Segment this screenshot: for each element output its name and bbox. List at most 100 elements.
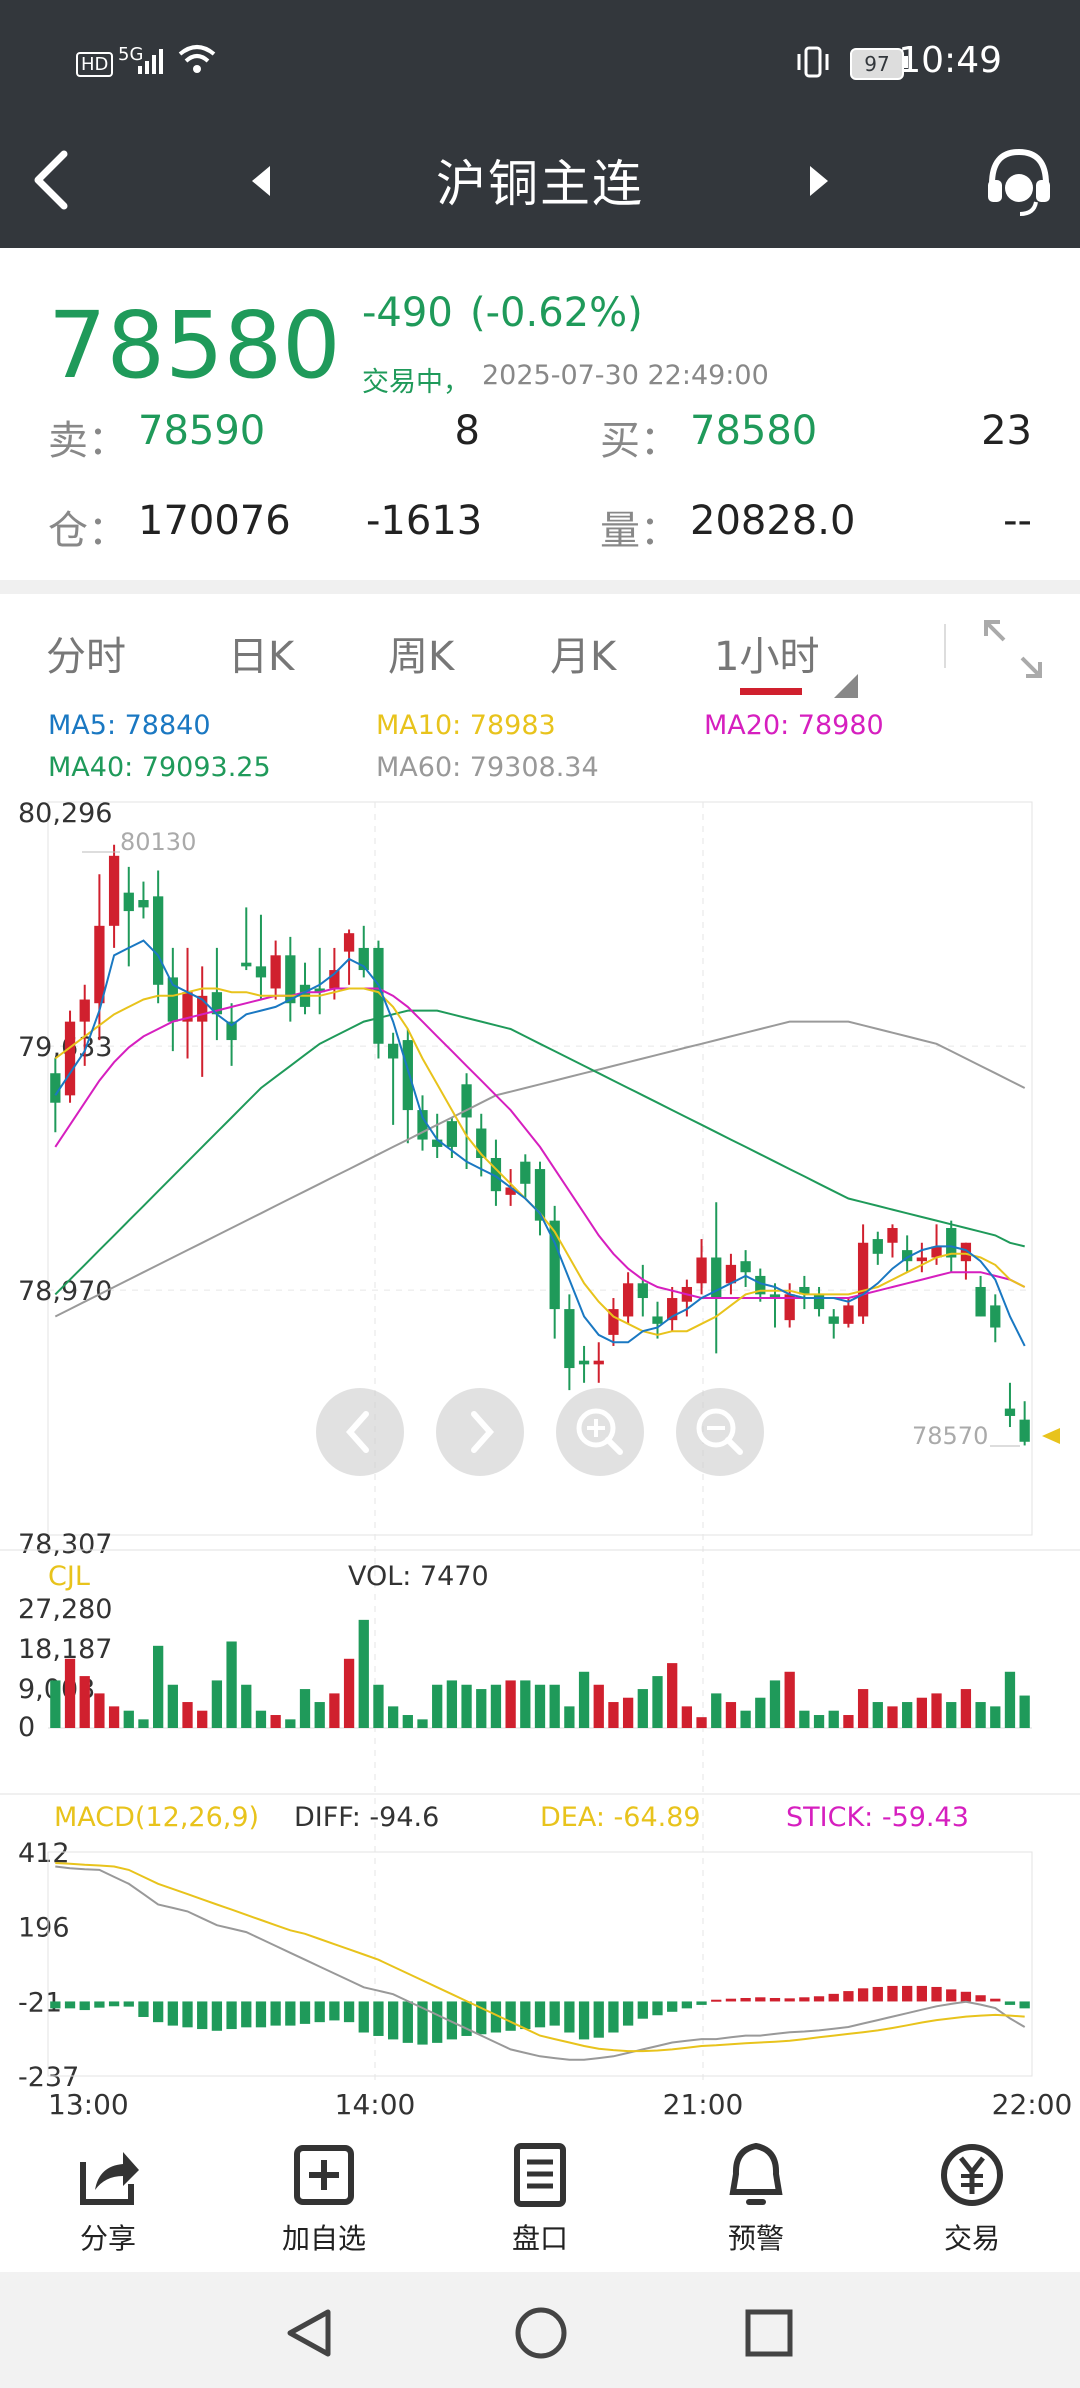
candle-body xyxy=(652,1316,663,1324)
page-title: 沪铜主连 xyxy=(436,155,644,213)
macd-bar xyxy=(197,2001,208,2030)
macd-bar xyxy=(446,2001,458,2040)
volume-bar xyxy=(1019,1695,1030,1728)
macd-bar xyxy=(167,2001,178,2026)
fullscreen-icon[interactable] xyxy=(980,616,1046,682)
macd-bar xyxy=(960,1991,972,2002)
hd-icon: HD xyxy=(76,52,114,77)
volume-bar xyxy=(387,1706,399,1728)
tab-intraday[interactable]: 分时 xyxy=(46,634,126,680)
order-book-button[interactable]: 盘口 xyxy=(460,2140,620,2257)
more-periods-icon[interactable] xyxy=(834,674,858,698)
buy-label: 买： xyxy=(600,418,680,464)
candle-body xyxy=(975,1286,986,1317)
macd-y-label: -237 xyxy=(18,2062,79,2093)
quote-panel: 78580 -490 (-0.62%) 交易中， 2025-07-30 22:4… xyxy=(0,248,1080,578)
trade-button[interactable]: 交易 xyxy=(892,2140,1052,2257)
candle-body xyxy=(123,892,134,912)
volume-bar xyxy=(402,1715,413,1728)
low-price-marker: 78570 xyxy=(912,1422,988,1450)
volume-bar xyxy=(123,1710,134,1728)
macd-bar xyxy=(828,1993,839,2002)
add-favorite-label: 加自选 xyxy=(281,2222,366,2255)
back-icon[interactable] xyxy=(28,148,72,212)
candle-body xyxy=(490,1157,502,1192)
volume-bar xyxy=(153,1645,164,1728)
macd-bar xyxy=(813,1996,825,2002)
macd-stick-label: STICK: -59.43 xyxy=(786,1802,969,1833)
candle-body xyxy=(182,992,193,1022)
volume-bar xyxy=(857,1689,869,1728)
customer-service-icon[interactable] xyxy=(984,144,1054,220)
candle-body xyxy=(402,1040,413,1111)
kline-chart-area[interactable]: 80,29679,63378,97078,3078013078570CJLVOL… xyxy=(0,780,1080,2120)
network-icon: 5G xyxy=(118,44,144,65)
next-contract-icon[interactable] xyxy=(806,164,832,198)
volume-bar xyxy=(270,1715,281,1728)
volume-bar xyxy=(637,1689,648,1728)
macd-bar xyxy=(476,2001,487,2035)
trading-status: 交易中， xyxy=(362,367,470,398)
candle-body xyxy=(329,970,340,989)
macd-bar xyxy=(79,2001,90,2011)
macd-bar xyxy=(740,1997,751,2002)
volume-bar xyxy=(813,1715,825,1728)
volume-bar xyxy=(564,1706,575,1728)
system-back-icon[interactable] xyxy=(284,2308,334,2358)
volume-bar xyxy=(520,1680,531,1728)
scroll-left-button[interactable] xyxy=(316,1388,404,1476)
macd-bar xyxy=(990,1998,1001,2002)
macd-y-label: 412 xyxy=(18,1838,70,1869)
candle-body xyxy=(1019,1419,1030,1442)
wifi-icon xyxy=(178,45,216,73)
zoom-in-button[interactable] xyxy=(556,1388,644,1476)
bottom-nav: 分享 加自选 盘口 预警 交易 xyxy=(0,2120,1080,2270)
macd-bar xyxy=(270,2001,281,2026)
candle-body xyxy=(622,1283,634,1317)
volume-bar xyxy=(681,1706,693,1728)
candle-body xyxy=(578,1360,590,1365)
volume-bar xyxy=(108,1706,120,1728)
candle-body xyxy=(94,925,105,1004)
volume-bar xyxy=(285,1719,296,1728)
macd-bar xyxy=(123,2001,134,2007)
chevron-left-icon xyxy=(345,1411,369,1453)
tab-daily-k[interactable]: 日K xyxy=(228,634,295,680)
system-home-icon[interactable] xyxy=(514,2306,568,2360)
alert-button[interactable]: 预警 xyxy=(676,2140,836,2257)
volume-bar xyxy=(1004,1671,1016,1728)
order-book-label: 盘口 xyxy=(511,2222,568,2255)
candle-body xyxy=(564,1309,575,1369)
ma60-label: MA60: 79308.34 xyxy=(376,752,599,783)
prev-contract-icon[interactable] xyxy=(248,164,274,198)
macd-bar xyxy=(681,2001,693,2009)
add-favorite-button[interactable]: 加自选 xyxy=(244,2140,404,2257)
candle-body xyxy=(799,1286,810,1295)
macd-bar xyxy=(211,2001,223,2031)
volume-bar xyxy=(197,1710,208,1728)
price-change: -490 xyxy=(362,290,453,336)
macd-bar xyxy=(534,2001,546,2028)
tab-weekly-k[interactable]: 周K xyxy=(388,634,455,680)
kline-frame xyxy=(47,801,1033,1536)
macd-bar xyxy=(549,2001,560,2026)
ma5-line xyxy=(54,939,1026,1347)
macd-bar xyxy=(799,1997,810,2002)
macd-bar xyxy=(402,2001,413,2043)
volume-bar xyxy=(299,1689,311,1728)
candle-body xyxy=(343,933,355,952)
share-icon xyxy=(80,2152,139,2205)
current-price-arrow xyxy=(1042,1428,1060,1444)
volume-bar xyxy=(549,1684,560,1728)
share-button[interactable]: 分享 xyxy=(28,2140,188,2257)
ma10-label: MA10: 78983 xyxy=(376,710,556,741)
system-recents-icon[interactable] xyxy=(744,2308,794,2358)
candle-body xyxy=(358,947,369,971)
candle-body xyxy=(637,1283,648,1299)
candle-body xyxy=(946,1228,957,1258)
scroll-right-button[interactable] xyxy=(436,1388,524,1476)
tab-1-hour[interactable]: 1小时 xyxy=(714,634,820,680)
volume-bar xyxy=(799,1710,810,1728)
tab-monthly-k[interactable]: 月K xyxy=(550,634,617,680)
zoom-out-button[interactable] xyxy=(676,1388,764,1476)
